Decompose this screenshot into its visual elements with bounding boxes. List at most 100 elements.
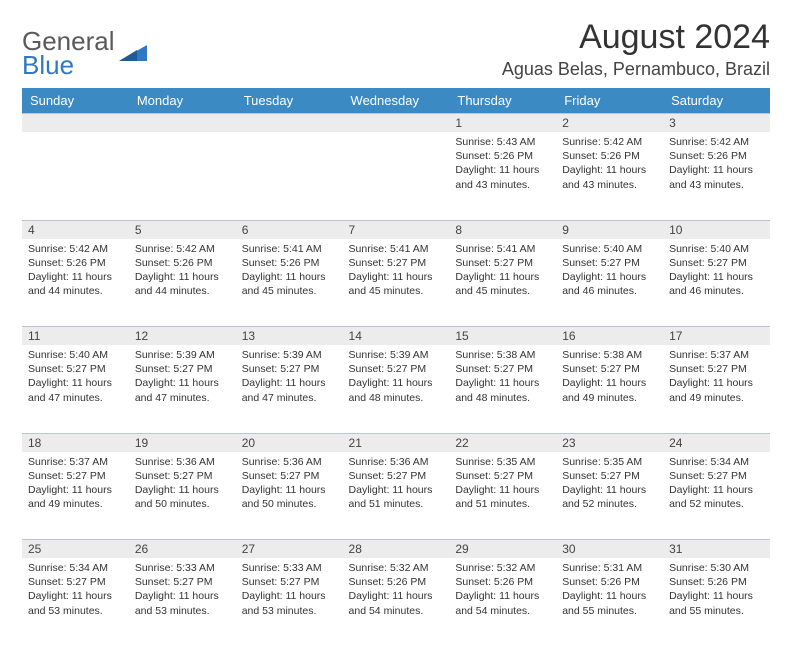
- day-content-cell: Sunrise: 5:31 AMSunset: 5:26 PMDaylight:…: [556, 558, 663, 646]
- day-sunrise: Sunrise: 5:32 AM: [349, 561, 444, 575]
- day-number-cell: 1: [449, 114, 556, 133]
- calendar-page: General Blue August 2024 Aguas Belas, Pe…: [0, 0, 792, 612]
- day-content-cell: Sunrise: 5:41 AMSunset: 5:26 PMDaylight:…: [236, 239, 343, 327]
- weekday-header-row: Sunday Monday Tuesday Wednesday Thursday…: [22, 88, 770, 114]
- day-sunset: Sunset: 5:26 PM: [242, 256, 337, 270]
- day-sunset: Sunset: 5:26 PM: [669, 149, 764, 163]
- day-sunset: Sunset: 5:27 PM: [455, 362, 550, 376]
- day-day1: Daylight: 11 hours: [242, 376, 337, 390]
- day-number-cell: 31: [663, 540, 770, 559]
- day-sunrise: Sunrise: 5:40 AM: [28, 348, 123, 362]
- day-day2: and 53 minutes.: [135, 604, 230, 618]
- day-sunset: Sunset: 5:26 PM: [28, 256, 123, 270]
- weekday-header: Saturday: [663, 88, 770, 114]
- day-day1: Daylight: 11 hours: [455, 483, 550, 497]
- day-day1: Daylight: 11 hours: [669, 483, 764, 497]
- day-number-cell: 11: [22, 327, 129, 346]
- day-number-cell: 4: [22, 220, 129, 239]
- day-content-cell: Sunrise: 5:35 AMSunset: 5:27 PMDaylight:…: [449, 452, 556, 540]
- day-content-cell: [22, 132, 129, 220]
- day-number-cell: 13: [236, 327, 343, 346]
- day-day2: and 45 minutes.: [349, 284, 444, 298]
- day-sunset: Sunset: 5:26 PM: [562, 149, 657, 163]
- day-number-cell: 8: [449, 220, 556, 239]
- day-day1: Daylight: 11 hours: [349, 376, 444, 390]
- day-day1: Daylight: 11 hours: [242, 270, 337, 284]
- day-sunset: Sunset: 5:27 PM: [135, 469, 230, 483]
- day-content-cell: Sunrise: 5:39 AMSunset: 5:27 PMDaylight:…: [236, 345, 343, 433]
- day-day1: Daylight: 11 hours: [562, 483, 657, 497]
- day-number-cell: 5: [129, 220, 236, 239]
- day-content-cell: Sunrise: 5:40 AMSunset: 5:27 PMDaylight:…: [663, 239, 770, 327]
- day-content-cell: [236, 132, 343, 220]
- day-sunrise: Sunrise: 5:41 AM: [349, 242, 444, 256]
- day-day2: and 49 minutes.: [28, 497, 123, 511]
- day-day2: and 48 minutes.: [455, 391, 550, 405]
- day-sunrise: Sunrise: 5:36 AM: [242, 455, 337, 469]
- day-content-row: Sunrise: 5:37 AMSunset: 5:27 PMDaylight:…: [22, 452, 770, 540]
- day-content-row: Sunrise: 5:42 AMSunset: 5:26 PMDaylight:…: [22, 239, 770, 327]
- day-sunset: Sunset: 5:27 PM: [562, 469, 657, 483]
- day-day1: Daylight: 11 hours: [135, 270, 230, 284]
- day-content-cell: Sunrise: 5:42 AMSunset: 5:26 PMDaylight:…: [22, 239, 129, 327]
- day-day1: Daylight: 11 hours: [669, 376, 764, 390]
- day-sunset: Sunset: 5:26 PM: [135, 256, 230, 270]
- day-number-cell: 21: [343, 433, 450, 452]
- day-day1: Daylight: 11 hours: [135, 376, 230, 390]
- day-sunrise: Sunrise: 5:33 AM: [135, 561, 230, 575]
- day-sunrise: Sunrise: 5:42 AM: [669, 135, 764, 149]
- day-day1: Daylight: 11 hours: [455, 270, 550, 284]
- day-number-row: 18192021222324: [22, 433, 770, 452]
- day-sunrise: Sunrise: 5:33 AM: [242, 561, 337, 575]
- day-sunset: Sunset: 5:27 PM: [669, 256, 764, 270]
- day-number-cell: 24: [663, 433, 770, 452]
- day-number-cell: [236, 114, 343, 133]
- day-number-cell: 14: [343, 327, 450, 346]
- day-content-cell: Sunrise: 5:41 AMSunset: 5:27 PMDaylight:…: [449, 239, 556, 327]
- title-block: August 2024 Aguas Belas, Pernambuco, Bra…: [502, 18, 770, 80]
- day-number-cell: [129, 114, 236, 133]
- day-content-cell: Sunrise: 5:38 AMSunset: 5:27 PMDaylight:…: [556, 345, 663, 433]
- day-day2: and 43 minutes.: [669, 178, 764, 192]
- day-day2: and 47 minutes.: [28, 391, 123, 405]
- day-number-row: 25262728293031: [22, 540, 770, 559]
- day-day2: and 51 minutes.: [349, 497, 444, 511]
- day-sunrise: Sunrise: 5:41 AM: [242, 242, 337, 256]
- day-sunset: Sunset: 5:27 PM: [455, 256, 550, 270]
- weekday-header: Thursday: [449, 88, 556, 114]
- day-number-cell: 28: [343, 540, 450, 559]
- day-number-cell: 18: [22, 433, 129, 452]
- day-number-row: 45678910: [22, 220, 770, 239]
- day-day2: and 49 minutes.: [562, 391, 657, 405]
- day-sunset: Sunset: 5:27 PM: [349, 256, 444, 270]
- day-content-cell: Sunrise: 5:35 AMSunset: 5:27 PMDaylight:…: [556, 452, 663, 540]
- calendar-table: Sunday Monday Tuesday Wednesday Thursday…: [22, 88, 770, 646]
- day-day1: Daylight: 11 hours: [349, 589, 444, 603]
- day-day1: Daylight: 11 hours: [135, 589, 230, 603]
- day-sunrise: Sunrise: 5:42 AM: [28, 242, 123, 256]
- day-day2: and 49 minutes.: [669, 391, 764, 405]
- day-day1: Daylight: 11 hours: [669, 589, 764, 603]
- day-content-cell: Sunrise: 5:42 AMSunset: 5:26 PMDaylight:…: [129, 239, 236, 327]
- day-day2: and 44 minutes.: [135, 284, 230, 298]
- weekday-header: Wednesday: [343, 88, 450, 114]
- day-number-cell: [22, 114, 129, 133]
- day-number-cell: 23: [556, 433, 663, 452]
- day-day2: and 45 minutes.: [242, 284, 337, 298]
- brand-triangle-icon: [119, 43, 149, 63]
- day-number-cell: 2: [556, 114, 663, 133]
- day-sunrise: Sunrise: 5:39 AM: [349, 348, 444, 362]
- day-day2: and 43 minutes.: [455, 178, 550, 192]
- day-day2: and 52 minutes.: [562, 497, 657, 511]
- day-content-cell: Sunrise: 5:41 AMSunset: 5:27 PMDaylight:…: [343, 239, 450, 327]
- day-content-cell: Sunrise: 5:36 AMSunset: 5:27 PMDaylight:…: [343, 452, 450, 540]
- day-day2: and 50 minutes.: [135, 497, 230, 511]
- day-sunset: Sunset: 5:26 PM: [669, 575, 764, 589]
- day-sunrise: Sunrise: 5:32 AM: [455, 561, 550, 575]
- day-day1: Daylight: 11 hours: [455, 376, 550, 390]
- weekday-header: Monday: [129, 88, 236, 114]
- day-sunrise: Sunrise: 5:39 AM: [242, 348, 337, 362]
- day-day1: Daylight: 11 hours: [28, 483, 123, 497]
- day-day1: Daylight: 11 hours: [455, 589, 550, 603]
- day-sunset: Sunset: 5:27 PM: [349, 469, 444, 483]
